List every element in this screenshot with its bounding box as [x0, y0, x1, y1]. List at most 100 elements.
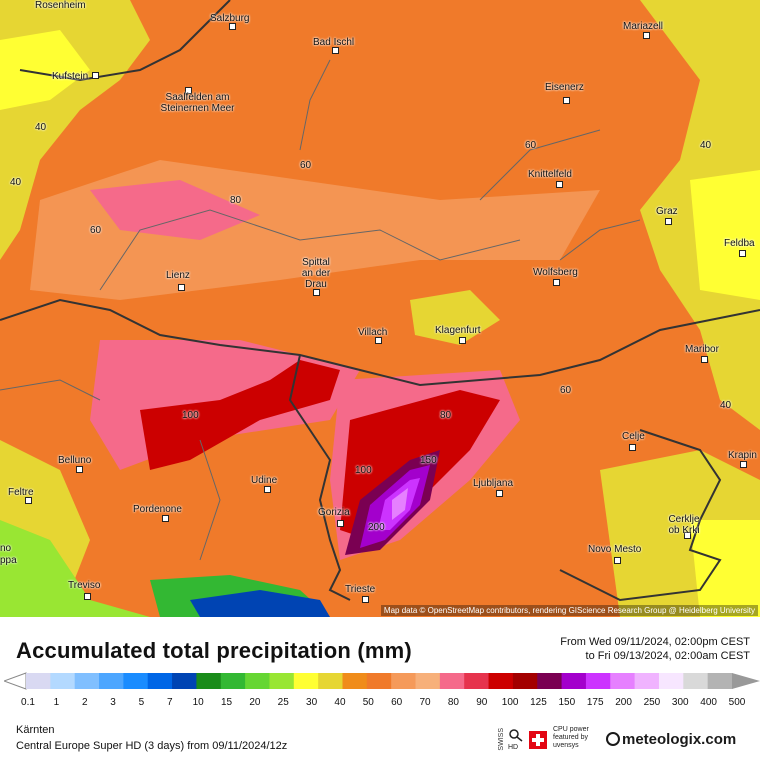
city-label-bad-ischl: Bad Ischl	[313, 37, 355, 48]
city-marker	[739, 250, 746, 257]
precipitation-map[interactable]: 40 40 40 40 60 60 60 60 80 80 100 100 15…	[0, 0, 760, 617]
colorbar-tick-label: 0.1	[21, 697, 35, 708]
city-label-celje: Celje	[622, 431, 645, 442]
city-label-trieste: Trieste	[345, 584, 376, 595]
contour-label: 80	[440, 410, 452, 421]
colorbar-tick-label: 70	[419, 697, 431, 708]
colorbar-tick-label: 500	[728, 697, 746, 708]
city-marker	[162, 515, 169, 522]
city-marker	[229, 23, 236, 30]
colorbar-swatch	[391, 673, 417, 689]
hd-label: HD	[508, 744, 519, 751]
city-marker	[701, 356, 708, 363]
colorbar-tick-label: 2	[81, 697, 88, 708]
city-marker	[337, 520, 344, 527]
city-label-kufstein: Kufstein	[52, 71, 89, 82]
colorbar-swatch	[99, 673, 124, 689]
city-label-mariazell: Mariazell	[623, 21, 664, 32]
contour-label: 40	[720, 400, 732, 411]
brand-logo[interactable]: meteologix.com	[606, 731, 736, 748]
precipitation-field	[0, 0, 760, 617]
brand-text: meteologix.com	[622, 731, 737, 748]
contour-label: 60	[300, 160, 312, 171]
city-marker	[553, 279, 560, 286]
colorbar-tick-label: 10	[192, 697, 204, 708]
model-info: Central Europe Super HD (3 days) from 09…	[16, 740, 288, 752]
country-border-italy-slovenia	[288, 354, 351, 601]
colorbar-tick-label: 175	[586, 697, 604, 708]
colorbar-arrow-left	[4, 672, 27, 690]
country-border-austria-south	[0, 298, 760, 387]
city-marker	[375, 337, 382, 344]
colorbar-swatch	[269, 673, 295, 689]
colorbar-tick-label: 60	[391, 697, 403, 708]
city-marker	[563, 97, 570, 104]
precip-zone-40-graz	[690, 170, 760, 300]
colorbar-tick-label: 400	[700, 697, 717, 708]
colorbar-swatch	[561, 673, 587, 689]
legend-title: Accumulated total precipitation (mm)	[16, 638, 412, 663]
city-marker	[684, 532, 691, 539]
precip-zone-40-klagenfurt	[410, 290, 500, 345]
colorbar-swatch	[512, 673, 538, 689]
colorbar-tick-label: 250	[643, 697, 661, 708]
colorbar-tick-label: 5	[138, 697, 145, 708]
colorbar-tick-label: 20	[249, 697, 261, 708]
colorbar-swatch	[318, 673, 343, 689]
colorbar-tick-label: 3	[110, 697, 116, 708]
city-marker	[459, 337, 466, 344]
precip-zone-250	[392, 488, 408, 520]
colorbar-swatch	[707, 673, 733, 689]
contour-label: 60	[90, 225, 102, 236]
city-marker	[76, 466, 83, 473]
city-label-krapin: Krapin	[728, 450, 757, 461]
color-scale	[4, 672, 760, 690]
city-label-feltre: Feltre	[8, 487, 34, 498]
region-name: Kärnten	[16, 724, 55, 736]
colorbar-tick-label: 40	[334, 697, 346, 708]
date-from: From Wed 09/11/2024, 02:00pm CEST	[560, 636, 750, 648]
contour-label: 100	[355, 465, 372, 476]
city-marker	[84, 593, 91, 600]
precip-zone-30-sw	[0, 520, 150, 617]
city-label-belluno: Belluno	[58, 455, 92, 466]
colorbar-tick-label: 300	[671, 697, 689, 708]
colorbar-tick-label: 80	[447, 697, 459, 708]
colorbar-tick-label: 7	[167, 697, 173, 708]
city-marker	[629, 444, 636, 451]
city-label-novo-mesto: Novo Mesto	[588, 544, 642, 555]
contour-label: 60	[525, 140, 537, 151]
city-label-spittal: Spittal an der Drau	[301, 257, 331, 290]
city-label-eisenerz: Eisenerz	[545, 82, 584, 93]
colorbar-swatch	[26, 673, 51, 689]
colorbar-swatch	[293, 673, 319, 689]
city-label-villach: Villach	[358, 327, 388, 338]
colorbar-swatch	[537, 673, 563, 689]
colorbar-tick-label: 30	[306, 697, 318, 708]
city-label-partial: no	[0, 543, 12, 554]
color-scale-ticks: 0.1 1 2 3 5 7 10 15 20 25 30 40 50 60 70 80 90 100 125 150 1…	[0, 697, 760, 709]
colorbar-tick-label: 200	[615, 697, 632, 708]
city-label-cerklje: Cerklje ob Krki	[668, 514, 700, 536]
meteologix-icon	[606, 732, 620, 746]
city-label-lienz: Lienz	[166, 270, 190, 281]
colorbar-tick-label: 90	[476, 697, 488, 708]
colorbar-swatch	[439, 673, 465, 689]
city-marker	[92, 72, 99, 79]
precip-zone-10-sea	[190, 590, 330, 617]
city-marker	[740, 461, 747, 468]
city-label-ljubljana: Ljubljana	[473, 478, 514, 489]
city-marker	[264, 486, 271, 493]
colorbar-tick-label: 150	[558, 697, 576, 708]
country-border-north	[19, 0, 231, 82]
map-attribution: Map data © OpenStreetMap contributors, r…	[380, 605, 758, 616]
city-label-saalfelden: Saalfelden am Steinernen Meer	[160, 92, 235, 114]
swiss-label: SWISS	[498, 728, 505, 751]
date-range: From Wed 09/11/2024, 02:00pm CEST to Fri…	[560, 635, 750, 663]
colorbar-swatch	[74, 673, 100, 689]
city-marker	[25, 497, 32, 504]
colorbar-swatch	[464, 673, 490, 689]
contour-label: 40	[35, 122, 47, 133]
colorbar-swatch	[634, 673, 660, 689]
colorbar-swatch	[220, 673, 246, 689]
